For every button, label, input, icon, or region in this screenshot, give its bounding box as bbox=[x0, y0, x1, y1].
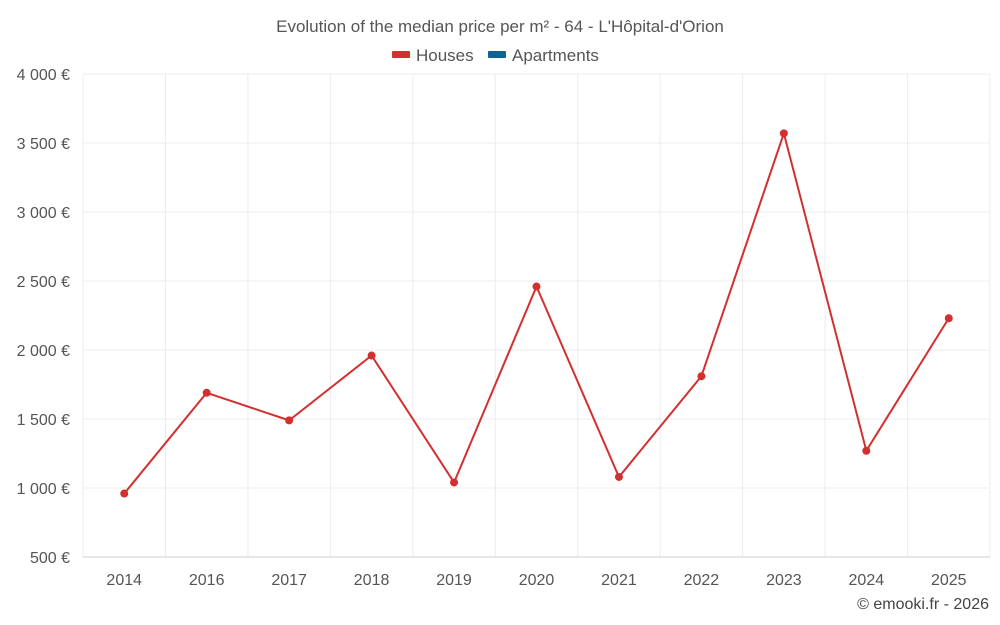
x-tick-label: 2020 bbox=[519, 572, 555, 589]
x-tick-label: 2022 bbox=[684, 572, 720, 589]
plot-area bbox=[120, 129, 953, 498]
credit-text: © emooki.fr - 2026 bbox=[857, 596, 989, 613]
x-tick-label: 2016 bbox=[189, 572, 225, 589]
x-axis: 2014 2016 2017 2018 2019 2020 2021 2022 2023 2024… bbox=[83, 556, 990, 589]
x-tick-label: 2023 bbox=[766, 572, 802, 589]
chart-title: Evolution of the median price per m² - 6… bbox=[276, 17, 724, 36]
y-tick-label: 500 € bbox=[30, 550, 70, 567]
legend-label-houses[interactable]: Houses bbox=[416, 46, 474, 65]
legend-label-apartments[interactable]: Apartments bbox=[512, 46, 599, 65]
y-tick-label: 3 000 € bbox=[17, 205, 70, 222]
x-tick-label: 2019 bbox=[436, 572, 472, 589]
y-tick-label: 1 500 € bbox=[17, 412, 70, 429]
data-point[interactable] bbox=[944, 314, 953, 323]
data-point[interactable] bbox=[614, 472, 623, 481]
data-point[interactable] bbox=[285, 416, 294, 425]
data-point[interactable] bbox=[450, 478, 459, 487]
data-point[interactable] bbox=[120, 489, 129, 498]
x-tick-label: 2024 bbox=[849, 572, 885, 589]
data-point[interactable] bbox=[779, 129, 788, 138]
x-tick-label: 2021 bbox=[601, 572, 637, 589]
y-tick-label: 2 500 € bbox=[17, 274, 70, 291]
data-point[interactable] bbox=[367, 351, 376, 360]
x-tick-label: 2025 bbox=[931, 572, 967, 589]
data-point[interactable] bbox=[697, 372, 706, 381]
legend: Houses Apartments bbox=[392, 46, 599, 65]
legend-swatch-apartments bbox=[488, 51, 506, 58]
y-tick-label: 1 000 € bbox=[17, 481, 70, 498]
x-tick-label: 2014 bbox=[106, 572, 142, 589]
data-point[interactable] bbox=[532, 282, 541, 291]
grid bbox=[82, 73, 991, 557]
y-axis: 500 € 1 000 € 1 500 € 2 000 € 2 500 € 3 000 €… bbox=[17, 67, 70, 567]
y-tick-label: 2 000 € bbox=[17, 343, 70, 360]
x-tick-label: 2018 bbox=[354, 572, 390, 589]
legend-swatch-houses bbox=[392, 51, 410, 58]
y-tick-label: 3 500 € bbox=[17, 136, 70, 153]
y-tick-label: 4 000 € bbox=[17, 67, 70, 84]
x-tick-label: 2017 bbox=[271, 572, 307, 589]
data-point[interactable] bbox=[862, 446, 871, 455]
data-point[interactable] bbox=[202, 388, 211, 397]
